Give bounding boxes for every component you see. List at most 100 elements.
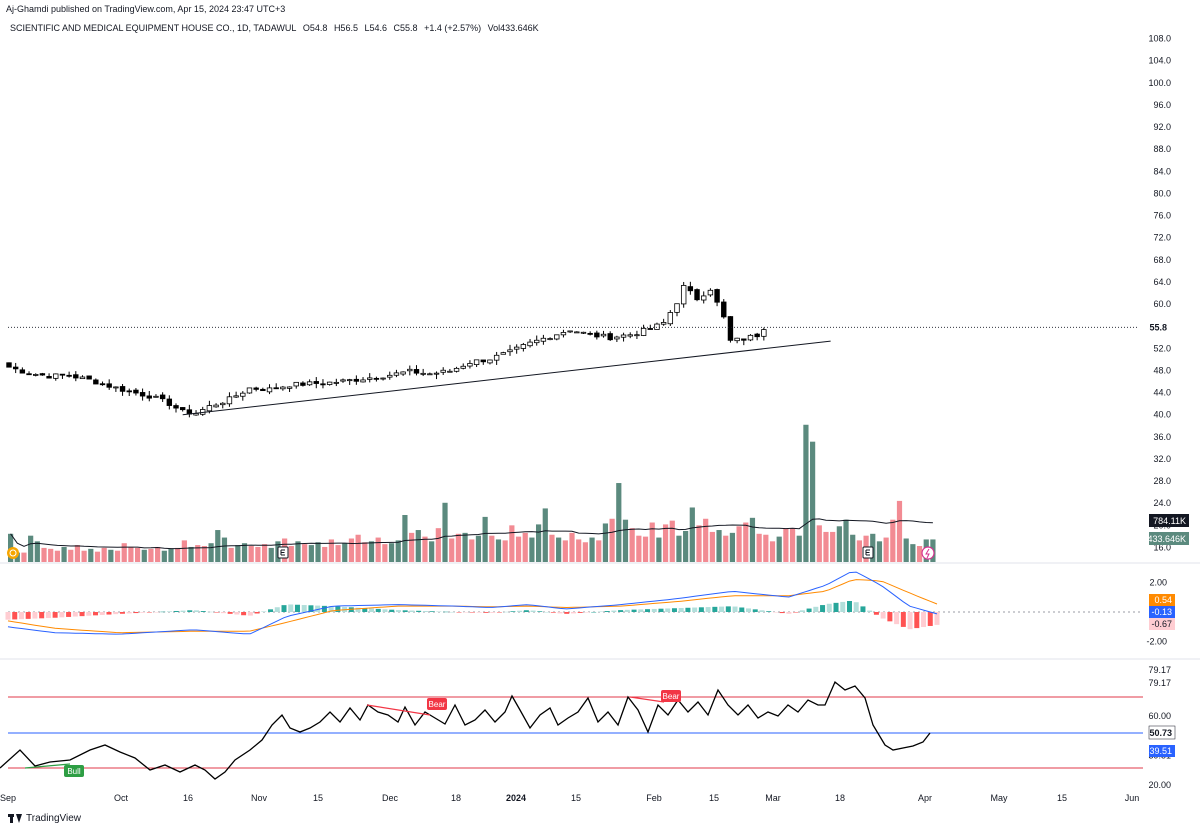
- macd-histogram-bar: [140, 612, 146, 613]
- macd-histogram-bar: [665, 608, 671, 612]
- volume-bar: [161, 550, 167, 562]
- volume-bar: [609, 518, 615, 562]
- volume-bar: [883, 537, 889, 562]
- macd-histogram-bar: [483, 612, 489, 613]
- candle-body: [467, 363, 473, 367]
- candle-body: [714, 289, 720, 303]
- candle-body: [407, 368, 413, 372]
- candle-body: [246, 387, 253, 394]
- candle-body: [333, 381, 340, 384]
- x-axis-label: Nov: [251, 793, 268, 803]
- price-tick-label: 96.0: [1153, 100, 1171, 110]
- volume-bar: [128, 546, 134, 562]
- volume-bar: [616, 483, 622, 562]
- macd-histogram-bar: [719, 606, 725, 612]
- volume-bar: [716, 530, 722, 562]
- macd-histogram-bar: [846, 600, 852, 612]
- macd-histogram-bar: [873, 612, 879, 615]
- x-axis-label: Sep: [0, 793, 16, 803]
- macd-histogram-bar: [193, 610, 199, 612]
- candle-body: [139, 392, 146, 397]
- volume-bar: [810, 441, 816, 562]
- macd-histogram-bar: [106, 612, 112, 615]
- candle-body: [19, 369, 26, 374]
- candle-body: [367, 377, 373, 380]
- volume-bar: [255, 546, 261, 562]
- bull-label-bg[interactable]: [64, 765, 84, 777]
- candle-body: [440, 369, 446, 373]
- bear-label-1-bg[interactable]: [427, 698, 447, 710]
- volume-bar: [342, 543, 348, 562]
- macd-tick-label: 2.00: [1149, 577, 1167, 587]
- macd-histogram-bar: [631, 609, 637, 612]
- macd-histogram-bar: [261, 611, 267, 612]
- volume-ma-line: [10, 518, 933, 550]
- x-axis-label: Oct: [114, 793, 129, 803]
- volume-bar: [910, 544, 916, 562]
- volume-bar: [322, 546, 328, 562]
- candle-body: [119, 386, 126, 392]
- candle-body: [534, 339, 540, 344]
- candle-body: [387, 374, 393, 378]
- volume-bar: [248, 546, 254, 562]
- volume-bar: [843, 519, 849, 562]
- candle-body: [627, 334, 633, 337]
- candle-body: [66, 374, 72, 377]
- candle-body: [400, 371, 406, 375]
- candle-body: [527, 341, 533, 347]
- macd-histogram-bar: [214, 612, 220, 613]
- macd-histogram-bar: [146, 612, 152, 613]
- candle-body: [680, 285, 687, 305]
- volume-bar: [68, 549, 74, 562]
- candle-body: [754, 333, 760, 338]
- tradingview-icon: [8, 814, 22, 823]
- dividend-icon-inner: [9, 549, 17, 557]
- macd-histogram-bar: [167, 611, 173, 612]
- candle-body: [293, 381, 299, 387]
- volume-bar: [21, 552, 27, 562]
- macd-histogram-bar: [402, 610, 408, 612]
- macd-histogram-bar: [45, 612, 51, 619]
- support-trendline[interactable]: [182, 340, 831, 416]
- dividend-icon[interactable]: [7, 547, 19, 559]
- macd-histogram-bar: [39, 612, 45, 619]
- candle-body: [580, 331, 587, 334]
- volume-bar: [850, 534, 856, 562]
- macd-histogram-bar: [241, 612, 247, 616]
- volume-bar: [368, 541, 375, 562]
- volume-bar: [61, 546, 67, 562]
- volume-last-label-bg: [1149, 532, 1189, 545]
- macd-histogram-bar: [496, 612, 502, 613]
- symbol-name[interactable]: SCIENTIFIC AND MEDICAL EQUIPMENT HOUSE C…: [10, 23, 297, 33]
- volume-bar: [382, 544, 388, 562]
- macd-histogram-bar: [914, 612, 920, 629]
- volume-bar: [348, 538, 355, 562]
- macd-histogram-bar: [490, 612, 496, 613]
- ohlc-close: C55.8: [393, 23, 418, 33]
- candles: [6, 281, 767, 418]
- candle-body: [86, 375, 92, 380]
- macd-histogram-bar: [894, 612, 900, 625]
- candle-body: [594, 332, 600, 338]
- macd-histogram-bar: [523, 610, 529, 612]
- macd-line: [7, 571, 938, 635]
- tradingview-logo[interactable]: TradingView: [8, 813, 81, 824]
- bear-label-2-bg[interactable]: [661, 690, 681, 702]
- macd-value-label: -0.13: [1151, 607, 1172, 617]
- candle-body: [320, 383, 326, 386]
- rsi-tick-label: 79.17: [1148, 678, 1171, 688]
- macd-histogram-bar: [591, 611, 597, 613]
- macd-histogram-bar: [752, 609, 758, 612]
- macd-histogram-bar: [281, 605, 287, 612]
- macd-histogram-bar: [382, 609, 388, 612]
- last-price-label-bg: [1143, 320, 1171, 335]
- volume-bar: [335, 545, 341, 562]
- macd-histogram-bar: [72, 612, 78, 617]
- macd-histogram-bar: [503, 611, 509, 613]
- price-tick-label: 44.0: [1153, 388, 1171, 398]
- candle-body: [226, 396, 233, 405]
- split-event-icon[interactable]: [921, 546, 935, 560]
- candle-body: [240, 392, 246, 397]
- bear-label-2: Bear: [663, 692, 680, 701]
